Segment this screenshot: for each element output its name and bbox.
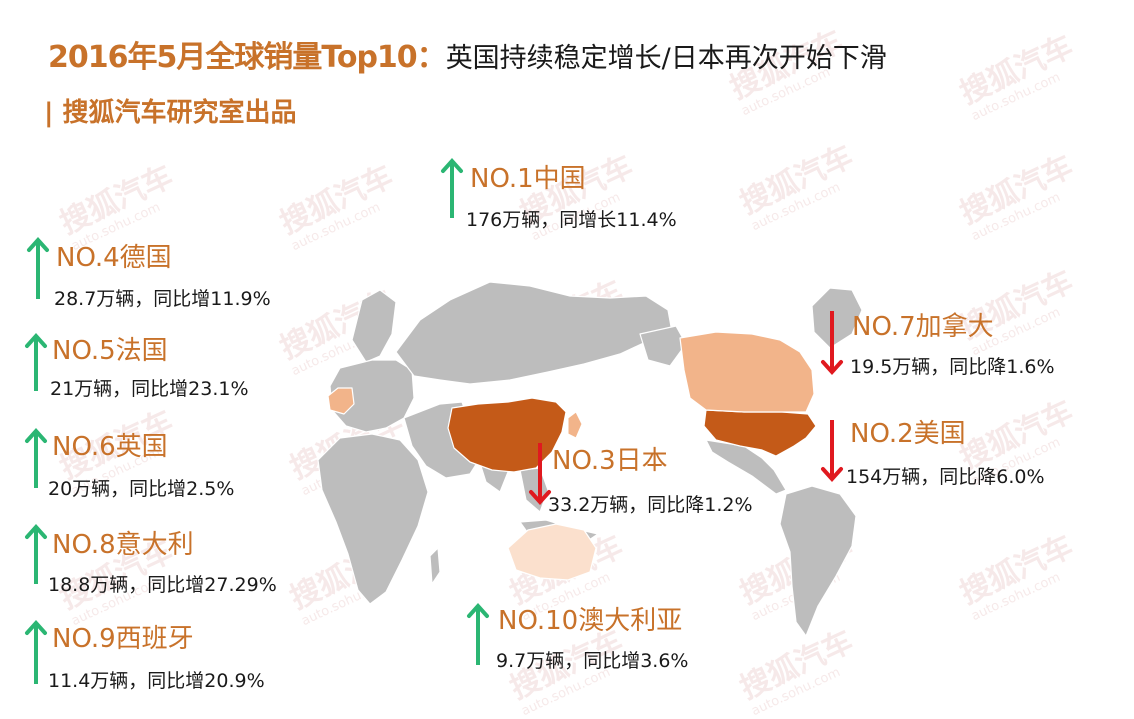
- ranking-label: NO.6英国: [52, 432, 168, 462]
- arrow-up-icon: [27, 237, 49, 299]
- ranking-stat: 19.5万辆，同比降1.6%: [850, 356, 1055, 378]
- ranking-label: NO.4德国: [56, 243, 172, 273]
- arrow-up-icon: [25, 620, 47, 684]
- arrow-up-icon: [467, 603, 489, 665]
- japan-region: [567, 411, 583, 439]
- ranking-label: NO.3日本: [552, 446, 668, 476]
- australia-region: [507, 523, 597, 581]
- greenland-land: [811, 287, 863, 349]
- europe-region: [327, 387, 355, 415]
- ranking-stat: 11.4万辆，同比增20.9%: [48, 670, 265, 692]
- ranking-label: NO.8意大利: [52, 530, 194, 560]
- arrow-down-icon: [529, 443, 551, 505]
- ranking-stat: 18.8万辆，同比增27.29%: [48, 574, 277, 596]
- ranking-label: NO.1中国: [470, 164, 586, 194]
- ranking-stat: 28.7万辆，同比增11.9%: [54, 288, 271, 310]
- ranking-label: NO.2美国: [850, 419, 966, 449]
- alaska-land: [639, 325, 687, 367]
- ranking-stat: 33.2万辆，同比降1.2%: [548, 494, 753, 516]
- ranking-stat: 21万辆，同比增23.1%: [50, 378, 249, 400]
- ranking-label: NO.10澳大利亚: [498, 606, 683, 636]
- ranking-stat: 176万辆，同增长11.4%: [466, 209, 677, 231]
- europe-land: [329, 359, 415, 433]
- ranking-label: NO.5法国: [52, 336, 168, 366]
- ranking-stat: 154万辆，同比降6.0%: [846, 466, 1045, 488]
- russia-land: [395, 281, 673, 385]
- arrow-up-icon: [25, 428, 47, 488]
- madagascar-land: [429, 547, 441, 585]
- arrow-down-icon: [821, 420, 843, 482]
- ranking-stat: 9.7万辆，同比增3.6%: [496, 650, 689, 672]
- mexico-land: [705, 439, 787, 495]
- arrow-up-icon: [25, 524, 47, 584]
- canada-region: [679, 331, 815, 413]
- page-title: 2016年5月全球销量Top10：英国持续稳定增长/日本再次开始下滑: [48, 36, 887, 80]
- south-america-land: [779, 485, 857, 637]
- arrow-up-icon: [441, 158, 463, 218]
- arrow-down-icon: [821, 311, 843, 375]
- africa-land: [317, 433, 429, 605]
- ranking-label: NO.9西班牙: [52, 624, 194, 654]
- scandinavia-land: [351, 289, 397, 363]
- ranking-label: NO.7加拿大: [852, 312, 994, 342]
- ranking-stat: 20万辆，同比增2.5%: [48, 478, 235, 500]
- china-region: [447, 397, 567, 473]
- title-highlight: 2016年5月全球销量Top10：: [48, 40, 447, 75]
- title-rest: 英国持续稳定增长/日本再次开始下滑: [445, 43, 887, 74]
- arrow-up-icon: [25, 333, 47, 391]
- page-subtitle: | 搜狐汽车研究室出品: [44, 98, 297, 128]
